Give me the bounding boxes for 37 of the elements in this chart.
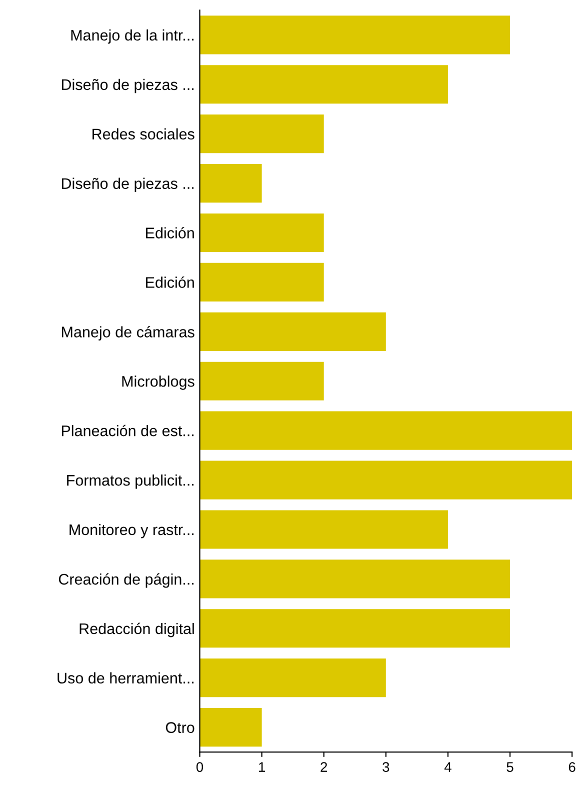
bar: [200, 609, 510, 648]
x-tick-label: 3: [382, 762, 390, 772]
y-tick-label: Manejo de cámaras: [62, 326, 194, 340]
y-tick-label: Edición: [146, 227, 194, 238]
x-tick-label: 5: [506, 762, 514, 772]
y-tick-label: Manejo de la intr...: [71, 29, 194, 44]
bar: [200, 411, 572, 450]
y-tick-label: Planeación de est...: [62, 424, 194, 436]
y-tick-label: Microblogs: [122, 376, 194, 390]
bar: [200, 16, 510, 54]
y-tick-label: Monitoreo y rastr...: [70, 524, 194, 538]
bar: [200, 362, 324, 400]
bar: [200, 65, 448, 104]
bar: [200, 708, 262, 747]
x-tick-label: 6: [568, 762, 576, 772]
y-tick-label: Redacción digital: [80, 622, 194, 638]
bar: [200, 114, 324, 154]
bar: [200, 262, 324, 302]
y-tick-label: Creación de págin...: [58, 573, 194, 588]
bar: [200, 312, 386, 351]
bar: [200, 510, 448, 549]
y-tick-label: Diseño de piezas ...: [62, 78, 194, 94]
x-tick-label: 0: [196, 762, 204, 772]
y-tick-label: Otro: [166, 722, 194, 733]
y-tick-label: Formatos publicit...: [67, 474, 194, 489]
bar: [200, 560, 510, 598]
bar: [200, 460, 572, 500]
bar: [200, 164, 262, 203]
y-tick-label: Uso de herramient...: [58, 672, 194, 684]
x-tick-label: 1: [259, 762, 265, 772]
y-tick-label: Diseño de piezas ...: [62, 178, 194, 192]
bar: [200, 213, 324, 252]
bar: [200, 658, 386, 698]
x-tick-label: 4: [444, 762, 452, 772]
y-tick-label: Edición: [146, 276, 194, 288]
y-tick-label: Redes sociales: [92, 128, 194, 140]
x-tick-label: 2: [320, 762, 328, 772]
